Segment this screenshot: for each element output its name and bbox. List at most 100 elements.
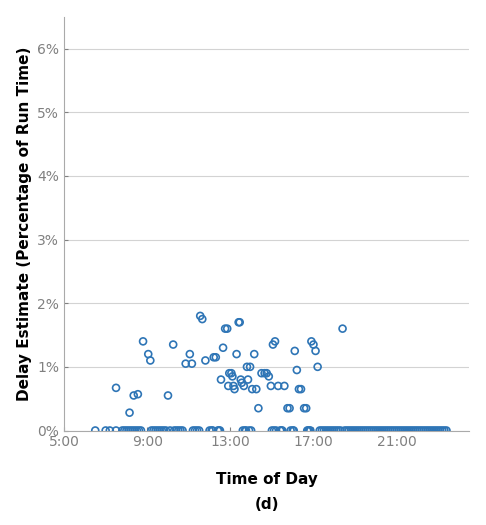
Point bbox=[91, 426, 99, 435]
Point bbox=[422, 426, 430, 435]
Point bbox=[235, 318, 243, 327]
Point bbox=[428, 426, 436, 435]
Point bbox=[152, 426, 159, 435]
Point bbox=[188, 360, 196, 368]
Point bbox=[324, 426, 332, 435]
Point bbox=[139, 337, 147, 345]
Point bbox=[432, 426, 440, 435]
Point bbox=[221, 324, 229, 333]
Point bbox=[391, 426, 399, 435]
Text: Time of Day: Time of Day bbox=[216, 472, 318, 487]
Point bbox=[209, 426, 217, 435]
Point bbox=[102, 426, 109, 435]
Point bbox=[238, 379, 245, 387]
Point bbox=[160, 426, 168, 435]
Point bbox=[158, 426, 166, 435]
Point bbox=[135, 426, 143, 435]
Point bbox=[166, 426, 174, 435]
Point bbox=[244, 375, 252, 384]
Point bbox=[206, 426, 213, 435]
Point bbox=[182, 360, 190, 368]
Point bbox=[347, 426, 355, 435]
Point bbox=[393, 426, 400, 435]
Point bbox=[210, 353, 218, 362]
Point bbox=[179, 426, 187, 435]
Point bbox=[239, 426, 247, 435]
Point bbox=[290, 426, 297, 435]
Point bbox=[332, 426, 340, 435]
Point bbox=[362, 426, 369, 435]
Point bbox=[228, 372, 236, 381]
Point bbox=[291, 346, 299, 355]
Point bbox=[258, 369, 265, 377]
Point bbox=[420, 426, 428, 435]
Point bbox=[271, 337, 279, 345]
Point bbox=[280, 382, 288, 390]
Point bbox=[412, 426, 419, 435]
Point bbox=[316, 426, 324, 435]
Point bbox=[278, 426, 286, 435]
Point bbox=[318, 426, 326, 435]
Point bbox=[353, 426, 361, 435]
Point bbox=[216, 426, 224, 435]
Point bbox=[426, 426, 434, 435]
Point bbox=[430, 426, 438, 435]
Point bbox=[289, 426, 296, 435]
Point bbox=[355, 426, 363, 435]
Point bbox=[401, 426, 409, 435]
Point bbox=[370, 426, 378, 435]
Point bbox=[233, 350, 241, 358]
Y-axis label: Delay Estimate (Percentage of Run Time): Delay Estimate (Percentage of Run Time) bbox=[17, 46, 32, 401]
Point bbox=[112, 426, 120, 435]
Point bbox=[214, 426, 222, 435]
Point bbox=[265, 372, 273, 381]
Point bbox=[227, 369, 235, 377]
Point bbox=[119, 426, 126, 435]
Point bbox=[269, 340, 277, 349]
Point bbox=[240, 382, 248, 390]
Point bbox=[286, 404, 294, 413]
Point bbox=[112, 384, 120, 392]
Point bbox=[263, 369, 271, 377]
Point bbox=[330, 426, 338, 435]
Point bbox=[388, 426, 396, 435]
Point bbox=[339, 324, 347, 333]
Point bbox=[382, 426, 390, 435]
Point bbox=[372, 426, 380, 435]
Point bbox=[300, 404, 308, 413]
Point bbox=[307, 426, 314, 435]
Point bbox=[304, 426, 312, 435]
Point bbox=[169, 340, 177, 349]
Point bbox=[154, 426, 161, 435]
Point bbox=[399, 426, 407, 435]
Point bbox=[326, 426, 334, 435]
Point bbox=[272, 426, 280, 435]
Point bbox=[121, 426, 128, 435]
Point bbox=[242, 426, 250, 435]
Point bbox=[164, 391, 172, 400]
Point bbox=[195, 426, 203, 435]
Point bbox=[405, 426, 413, 435]
Text: (d): (d) bbox=[255, 497, 279, 512]
Point bbox=[162, 426, 170, 435]
Point bbox=[268, 426, 276, 435]
Point bbox=[134, 390, 142, 398]
Point bbox=[416, 426, 423, 435]
Point bbox=[186, 350, 194, 358]
Point bbox=[302, 404, 310, 413]
Point bbox=[409, 426, 417, 435]
Point bbox=[146, 356, 154, 365]
Point bbox=[320, 426, 328, 435]
Point bbox=[196, 312, 204, 320]
Point bbox=[434, 426, 442, 435]
Point bbox=[287, 426, 295, 435]
Point bbox=[345, 426, 353, 435]
Point bbox=[295, 385, 303, 393]
Point bbox=[322, 426, 330, 435]
Point bbox=[297, 385, 305, 393]
Point bbox=[274, 382, 282, 390]
Point bbox=[436, 426, 444, 435]
Point bbox=[284, 404, 292, 413]
Point bbox=[248, 385, 256, 393]
Point bbox=[360, 426, 367, 435]
